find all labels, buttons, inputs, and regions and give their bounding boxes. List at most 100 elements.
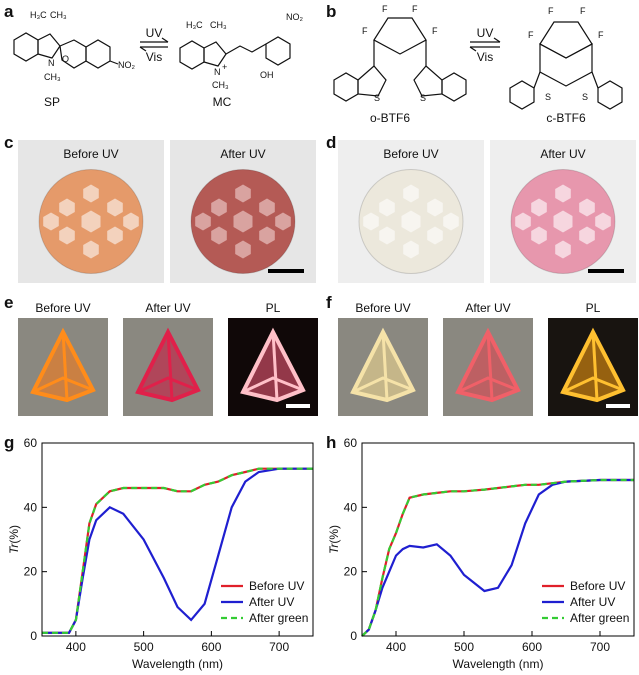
object-hole (443, 212, 459, 231)
object-hole (531, 226, 547, 245)
arrow-head (139, 46, 147, 52)
object-hole (555, 184, 571, 203)
x-axis-label: Wavelength (nm) (132, 657, 223, 671)
atom-label: S (374, 93, 380, 103)
ring (13, 32, 39, 62)
y-tick-label: 0 (30, 629, 37, 643)
object-hole (363, 212, 379, 231)
ring (333, 72, 359, 102)
compound-name: c-BTF6 (546, 111, 586, 125)
object-hole (233, 210, 253, 233)
object-hole (195, 212, 211, 231)
ring (413, 65, 443, 97)
y-axis-label: Tr(%) (327, 525, 341, 554)
panel-label: c (4, 133, 13, 152)
object-edge (562, 376, 624, 394)
object-hole (59, 198, 75, 217)
object-hole (515, 212, 531, 231)
y-tick-label: 40 (24, 500, 38, 514)
atom-label: OH (260, 70, 274, 80)
atom-label: F (382, 4, 388, 14)
ring (509, 80, 535, 110)
object-hole (107, 198, 123, 217)
arrow-label: Vis (477, 50, 493, 64)
ring (357, 65, 387, 97)
object-edge (352, 376, 414, 394)
panel-label: d (326, 133, 336, 152)
y-tick-label: 20 (344, 565, 358, 579)
atom-label: F (548, 6, 554, 16)
atom-label: CH₃ (50, 10, 67, 20)
object-hole (107, 226, 123, 245)
atom-label: H₃C (186, 20, 203, 30)
panel-label: f (326, 293, 332, 312)
object-hole (275, 212, 291, 231)
panel-labels: a b c d e f g h (4, 2, 336, 452)
object-hole (211, 198, 227, 217)
object-hole (43, 212, 59, 231)
object-edge (486, 331, 494, 401)
object-hole (427, 226, 443, 245)
atom-label: S (582, 92, 588, 102)
object-hole (59, 226, 75, 245)
ring (539, 21, 593, 59)
photo-label: Before UV (35, 301, 90, 315)
object-hole (403, 184, 419, 203)
atom-label: O (62, 54, 69, 64)
panel-label: g (4, 433, 14, 452)
panel-label: a (4, 2, 14, 21)
panel-label: h (326, 433, 336, 452)
arrow-label: Vis (146, 50, 162, 64)
photo-label: Before UV (355, 301, 410, 315)
object-edge (457, 376, 519, 394)
object-edge (137, 376, 199, 394)
photo-label: PL (586, 301, 601, 315)
object-hole (553, 210, 573, 233)
x-tick-label: 700 (269, 640, 289, 654)
ring (265, 36, 291, 66)
ring (85, 39, 111, 69)
object-edge (242, 376, 304, 394)
object-edge (381, 331, 389, 401)
scale-bar (286, 404, 310, 408)
atom-label: + (222, 62, 227, 72)
x-tick-label: 400 (66, 640, 86, 654)
x-axis-label: Wavelength (nm) (453, 657, 544, 671)
bond (591, 71, 599, 89)
atom-label: F (598, 30, 604, 40)
compound-name: SP (44, 95, 60, 109)
object-edge (591, 331, 599, 401)
object-edge (271, 331, 279, 401)
atom-label: F (412, 4, 418, 14)
object-hole (235, 184, 251, 203)
arrow-head (493, 37, 501, 43)
scheme-b: S S F F F F UV Vis S S F F F F o-BTF6 c-… (333, 4, 623, 125)
y-axis-unit: (%) (327, 525, 341, 544)
object-hole (379, 198, 395, 217)
object-hole (579, 198, 595, 217)
legend-label: After UV (570, 595, 615, 609)
object-hole (531, 198, 547, 217)
photo-label: After UV (145, 301, 190, 315)
legend-label: After green (570, 611, 629, 625)
photo-label: Before UV (383, 147, 438, 161)
atom-label: N (48, 58, 55, 68)
arrow-head (469, 46, 477, 52)
object-edge (61, 331, 69, 401)
photo-label: After UV (220, 147, 265, 161)
atom-label: F (580, 6, 586, 16)
object-hole (123, 212, 139, 231)
plot-frame (361, 442, 635, 637)
atom-label: CH₃ (44, 72, 61, 82)
atom-label: F (432, 26, 438, 36)
atom-label: CH₃ (210, 20, 227, 30)
x-tick-label: 500 (454, 640, 474, 654)
legend-label: After UV (249, 595, 294, 609)
object-hole (83, 240, 99, 259)
series-line (361, 478, 634, 637)
object-hole (81, 210, 101, 233)
scale-bar (588, 269, 624, 273)
bond (225, 43, 267, 55)
